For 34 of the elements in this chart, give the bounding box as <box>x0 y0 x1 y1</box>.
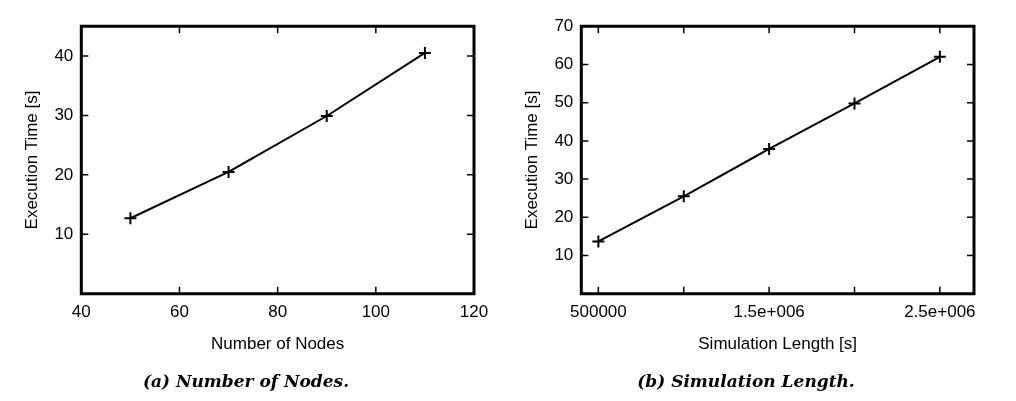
y-tick-label: 10 <box>54 224 74 244</box>
y-tick-label: 30 <box>554 168 574 188</box>
x-axis-title: Number of Nodes <box>211 334 345 354</box>
text: (b) Simulation Length. <box>637 371 855 392</box>
x-tick-label: 40 <box>71 301 91 321</box>
point <box>762 141 777 156</box>
point <box>319 109 334 123</box>
y-tick-label: 20 <box>554 207 574 227</box>
y-tick-label: 60 <box>554 54 574 74</box>
point <box>932 49 947 64</box>
y-tick-label: 10 <box>554 245 574 265</box>
text: (a) Number of Nodes. <box>142 371 350 392</box>
y-axis-title: Execution Time [s] <box>21 90 41 230</box>
x-tick-label: 120 <box>459 301 489 321</box>
y-tick-label: 70 <box>554 15 574 35</box>
x-tick-label: 80 <box>268 301 288 321</box>
x-axis-title: Simulation Length [s] <box>698 334 858 354</box>
y-tick-label: 40 <box>54 45 74 65</box>
point <box>676 189 691 204</box>
x-tick-label: 60 <box>170 301 189 321</box>
x-tick-label: 1.5e+006 <box>733 301 805 321</box>
point <box>847 96 862 111</box>
y-tick-label: 50 <box>554 92 574 112</box>
x-tick-label: 2.5e+006 <box>904 301 976 321</box>
y-axis-title: Execution Time [s] <box>521 90 541 230</box>
point <box>591 234 606 249</box>
y-tick-label: 30 <box>54 105 74 125</box>
y-tick-label: 40 <box>554 130 574 150</box>
point <box>123 211 138 226</box>
y-tick-label: 20 <box>54 164 74 184</box>
x-tick-label: 100 <box>361 301 391 321</box>
point <box>417 45 432 60</box>
x-tick-label: 500000 <box>570 301 627 321</box>
point <box>221 164 236 179</box>
